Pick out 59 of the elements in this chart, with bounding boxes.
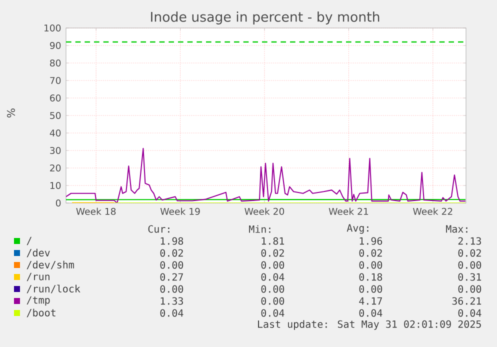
y-tick-label: 50 — [50, 112, 61, 120]
y-tick-label: 70 — [50, 76, 61, 84]
y-tick-label: 60 — [50, 94, 61, 102]
text: 0.02 — [458, 249, 481, 257]
text: 0.31 — [458, 273, 482, 281]
text: Avg: — [346, 224, 368, 234]
y-tick-label: 100 — [44, 24, 61, 32]
text: 0.04 — [261, 273, 284, 281]
legend-label: /dev/shm — [26, 260, 74, 270]
text: Max: — [446, 225, 468, 233]
legend-label: /run — [26, 272, 50, 282]
chart-title: Inode usage in percent - by month — [151, 12, 380, 24]
text: 0.00 — [458, 261, 482, 269]
y-tick-label: 40 — [50, 129, 61, 137]
text: 1.98 — [160, 237, 184, 245]
text: 0.02 — [261, 249, 284, 257]
text: 0.04 — [261, 309, 284, 317]
x-tick-label: Week 18 — [76, 208, 116, 215]
y-tick-label: 30 — [50, 146, 61, 154]
legend-label: /boot — [26, 308, 56, 318]
text: 4.17 — [359, 297, 382, 305]
legend-label: /tmp — [26, 296, 50, 306]
text: 0.04 — [359, 309, 382, 317]
text: Last update: Sat May 31 02:01:09 2025 — [258, 320, 481, 330]
y-tick-label: 80 — [50, 59, 61, 67]
text: 1.81 — [262, 237, 284, 245]
line-series — [66, 148, 466, 203]
text: 0.02 — [359, 249, 382, 257]
text: 1.96 — [360, 237, 382, 245]
text: Cur: — [148, 225, 170, 233]
legend-label: /run/lock — [26, 284, 80, 294]
text: Min: — [249, 225, 270, 233]
text: 0.00 — [359, 261, 382, 269]
y-axis-title: % — [6, 108, 16, 118]
text: 0.00 — [261, 297, 284, 305]
text: 0.04 — [458, 309, 482, 317]
x-tick-label: Week 19 — [160, 208, 200, 215]
text: 0.00 — [261, 261, 284, 269]
text: 0.00 — [160, 261, 184, 269]
text: 1.33 — [160, 297, 183, 305]
text: 2.13 — [458, 237, 481, 245]
text: 0.00 — [160, 285, 184, 293]
legend-label: /dev — [26, 248, 50, 258]
y-tick-label: 90 — [50, 42, 61, 50]
legend-label: / — [26, 236, 32, 246]
text: 0.04 — [160, 309, 184, 317]
text: 0.00 — [359, 285, 382, 293]
text: 36.21 — [452, 297, 482, 305]
text: 0.00 — [261, 285, 284, 293]
text: 0.27 — [160, 273, 183, 281]
text: 0.00 — [458, 285, 482, 293]
x-tick-label: Week 20 — [244, 208, 284, 215]
text: 0.18 — [359, 273, 382, 281]
text: 0.02 — [160, 249, 183, 257]
y-tick-label: 10 — [50, 182, 61, 190]
x-tick-label: Week 21 — [328, 208, 368, 215]
y-tick-label: 20 — [50, 164, 61, 172]
y-tick-label: 0 — [56, 199, 61, 207]
x-tick-label: Week 22 — [413, 208, 452, 215]
